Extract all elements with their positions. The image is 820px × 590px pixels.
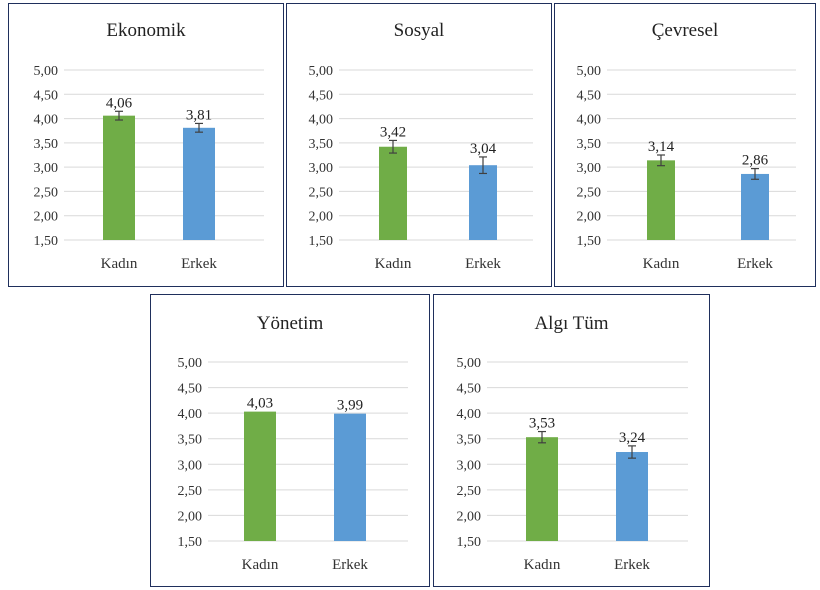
bar: [616, 452, 648, 541]
chart-panel-algi-tum: Algı Tüm 5,00 4,50 4,00 3,50 3,00 2,50 2,00 1,5…: [433, 294, 710, 587]
data-label: 3,04: [470, 141, 497, 157]
y-tick-label: 2,00: [309, 210, 334, 225]
y-tick-label: 4,50: [34, 88, 59, 103]
y-tick-label: 3,50: [309, 137, 334, 152]
x-tick-label: Kadın: [101, 256, 138, 272]
x-tick-label: Erkek: [465, 256, 501, 272]
bar: [244, 411, 276, 541]
y-tick-label: 1,50: [577, 234, 602, 249]
y-tick-label: 5,00: [457, 356, 482, 371]
y-tick-label: 2,00: [34, 210, 59, 225]
chart-title: Algı Tüm: [534, 313, 609, 334]
chart-title: Sosyal: [393, 20, 445, 41]
y-tick-label: 2,00: [457, 509, 482, 524]
y-tick-label: 3,00: [577, 161, 602, 176]
y-tick-label: 5,00: [309, 64, 334, 79]
y-tick-label: 4,00: [178, 407, 203, 422]
bar: [379, 146, 407, 240]
chart-panel-ekonomik: Ekonomik 5,00 4,50 4,00 3,50 3,00 2,50 2,00 1,5…: [8, 3, 284, 287]
y-tick-label: 3,00: [457, 458, 482, 473]
y-tick-label: 3,50: [178, 433, 203, 448]
y-tick-label: 2,50: [309, 185, 334, 200]
data-label: 4,03: [247, 396, 273, 412]
x-tick-label: Erkek: [614, 557, 650, 573]
y-tick-label: 2,50: [34, 185, 59, 200]
data-label: 3,81: [186, 107, 212, 123]
y-tick-label: 4,50: [178, 382, 203, 397]
data-label: 3,42: [380, 124, 406, 140]
data-label: 2,86: [742, 153, 769, 169]
y-tick-label: 4,00: [309, 113, 334, 128]
y-tick-label: 3,50: [577, 137, 602, 152]
x-tick-label: Kadın: [643, 256, 680, 272]
data-label: 3,14: [648, 139, 675, 155]
y-tick-label: 3,50: [34, 137, 59, 152]
chart-plot: 5,00 4,50 4,00 3,50 3,00 2,50 2,00 1,50 3,42 Kadı…: [309, 64, 533, 272]
chart-plot: 5,00 4,50 4,00 3,50 3,00 2,50 2,00 1,50 4,06 Kadı…: [34, 64, 264, 272]
chart-panel-yonetim: Yönetim 5,00 4,50 4,00 3,50 3,00 2,50 2,00 1,50…: [150, 294, 430, 587]
x-tick-label: Erkek: [181, 256, 217, 272]
x-tick-label: Erkek: [332, 557, 368, 573]
y-tick-label: 1,50: [34, 234, 59, 249]
bar: [469, 165, 497, 240]
data-label: 3,24: [619, 430, 646, 446]
chart-title: Yönetim: [256, 313, 324, 334]
chart-panel-sosyal: Sosyal 5,00 4,50 4,00 3,50 3,00 2,50 2,00 1,50 3…: [286, 3, 552, 287]
chart-title: Ekonomik: [106, 20, 186, 41]
y-tick-label: 4,50: [309, 88, 334, 103]
y-tick-label: 4,00: [34, 113, 59, 128]
bar: [741, 173, 769, 240]
data-label: 4,06: [106, 95, 133, 111]
y-tick-label: 3,00: [34, 161, 59, 176]
y-tick-label: 3,00: [178, 458, 203, 473]
bar: [526, 437, 558, 541]
chart-plot: 5,00 4,50 4,00 3,50 3,00 2,50 2,00 1,50 3,14 Kadı…: [577, 64, 796, 272]
bar: [103, 115, 135, 240]
y-tick-label: 5,00: [577, 64, 602, 79]
chart-panel-cevresel: Çevresel 5,00 4,50 4,00 3,50 3,00 2,50 2,00 1,5…: [554, 3, 816, 287]
y-tick-label: 2,00: [178, 509, 203, 524]
data-label: 3,53: [529, 416, 555, 432]
x-tick-label: Erkek: [737, 256, 773, 272]
data-label: 3,99: [337, 398, 363, 414]
y-tick-label: 4,00: [457, 407, 482, 422]
y-tick-label: 5,00: [34, 64, 59, 79]
y-tick-label: 5,00: [178, 356, 203, 371]
x-tick-label: Kadın: [524, 557, 561, 573]
y-tick-label: 2,50: [178, 484, 203, 499]
y-tick-label: 4,50: [577, 88, 602, 103]
y-tick-label: 3,50: [457, 433, 482, 448]
y-tick-label: 4,00: [577, 113, 602, 128]
y-tick-label: 2,50: [457, 484, 482, 499]
y-tick-label: 1,50: [309, 234, 334, 249]
chart-plot: 5,00 4,50 4,00 3,50 3,00 2,50 2,00 1,50 4,03 Kadı…: [178, 356, 408, 573]
bar: [334, 413, 366, 541]
bar: [647, 160, 675, 240]
y-tick-label: 4,50: [457, 382, 482, 397]
y-tick-label: 3,00: [309, 161, 334, 176]
chart-title: Çevresel: [651, 20, 719, 41]
y-tick-label: 2,50: [577, 185, 602, 200]
chart-plot: 5,00 4,50 4,00 3,50 3,00 2,50 2,00 1,50 3,53 Kadı…: [457, 356, 688, 573]
bar: [183, 127, 215, 240]
x-tick-label: Kadın: [242, 557, 279, 573]
x-tick-label: Kadın: [375, 256, 412, 272]
y-tick-label: 1,50: [457, 535, 482, 550]
y-tick-label: 2,00: [577, 210, 602, 225]
y-tick-label: 1,50: [178, 535, 203, 550]
